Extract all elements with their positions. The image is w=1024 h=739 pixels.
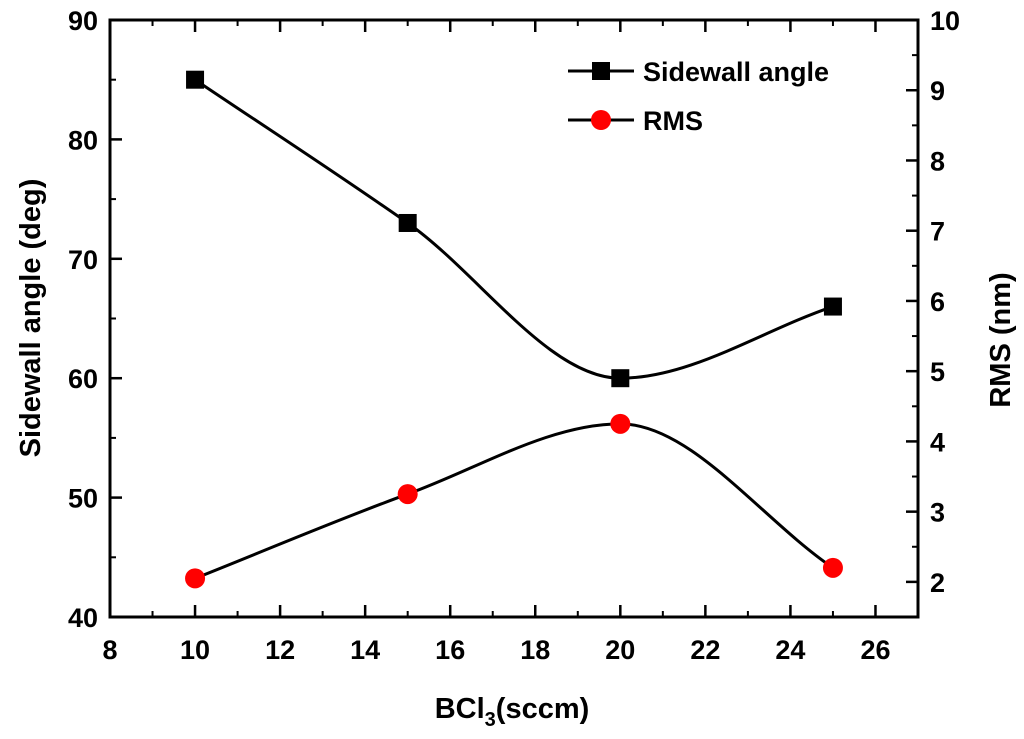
y-right-tick-label: 4: [930, 427, 945, 457]
rms-point: [185, 568, 206, 589]
rms-point: [610, 413, 631, 434]
y-right-tick-label: 9: [930, 76, 945, 106]
series-curves: [194, 78, 834, 580]
y-right-tick-label: 3: [930, 498, 945, 528]
rms-point: [822, 557, 843, 578]
x-tick-label: 20: [605, 635, 635, 665]
tick-labels: 8 10 12 14 16 18 20 22 24 26 40 50 60 70 80 90 2 3 4 5 6 7 8 9 1…: [68, 6, 960, 665]
x-tick-label: 14: [350, 635, 380, 665]
x-tick-label: 12: [265, 635, 295, 665]
series-markers: [185, 70, 843, 589]
y-right-tick-label: 6: [930, 287, 945, 317]
x-axis-title: BCl3(sccm): [435, 693, 590, 731]
x-tick-label: 24: [775, 635, 805, 665]
y-left-tick-label: 50: [68, 484, 98, 514]
y-right-tick-label: 8: [930, 146, 945, 176]
legend-label-sidewall: Sidewall angle: [643, 57, 829, 87]
y-right-tick-label: 10: [930, 6, 960, 36]
legend-marker-rms: [591, 110, 611, 130]
y-right-tick-label: 5: [930, 357, 945, 387]
series-line-rms: [194, 422, 834, 580]
tick-marks: [108, 18, 918, 619]
sidewall-point: [611, 369, 630, 388]
sidewall-point: [186, 70, 205, 89]
y-right-tick-label: 2: [930, 568, 945, 598]
x-tick-label: 16: [435, 635, 465, 665]
sidewall-point: [398, 213, 417, 232]
y-axis-right-title: RMS (nm): [985, 272, 1017, 407]
sidewall-point: [823, 297, 842, 316]
x-tick-label: 8: [102, 635, 117, 665]
x-tick-label: 26: [860, 635, 890, 665]
x-tick-label: 10: [180, 635, 210, 665]
y-left-tick-label: 40: [68, 603, 98, 633]
rms-point: [397, 484, 418, 505]
y-axis-left-title: Sidewall angle (deg): [15, 179, 47, 458]
y-right-tick-label: 7: [930, 217, 945, 247]
x-tick-label: 22: [690, 635, 720, 665]
legend-marker-sidewall: [592, 62, 610, 80]
x-tick-label: 18: [520, 635, 550, 665]
y-left-tick-label: 90: [68, 6, 98, 36]
y-left-tick-label: 70: [68, 245, 98, 275]
y-left-tick-label: 80: [68, 125, 98, 155]
legend: Sidewall angle RMS: [568, 57, 829, 136]
y-left-tick-label: 60: [68, 364, 98, 394]
series-line-sidewall: [194, 78, 834, 380]
legend-label-rms: RMS: [643, 106, 703, 136]
